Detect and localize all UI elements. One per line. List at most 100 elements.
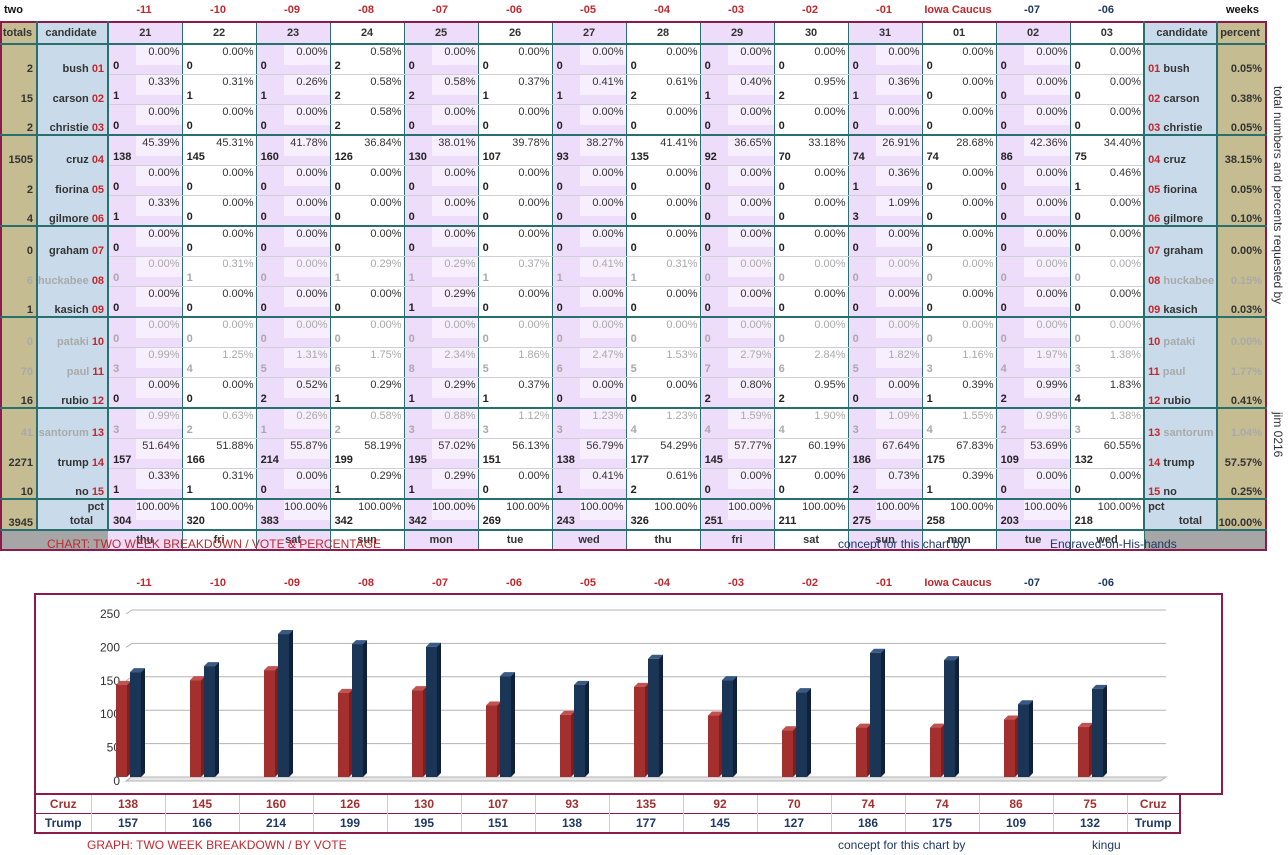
candidate-number: 03 xyxy=(91,122,105,134)
vote-count: 0 xyxy=(778,484,785,496)
totals-row: 3945 pct total 100.00% 304 100.00% 320 100.00% 3… xyxy=(1,498,1267,531)
candidate-name-right: paul xyxy=(1162,365,1186,378)
percent-box xyxy=(135,45,182,65)
vote-percent: 0.00% xyxy=(666,197,698,209)
vote-count: 0 xyxy=(113,60,120,72)
vote-percent: 0.00% xyxy=(148,167,180,179)
vote-count: 0 xyxy=(1000,302,1007,314)
vote-cell: 0.37% 1 xyxy=(478,377,553,409)
vote-cell: 0.00% 0 xyxy=(996,44,1071,75)
candidate-number: 04 xyxy=(91,153,105,166)
vote-count: 0 xyxy=(852,272,859,284)
series-value: 177 xyxy=(608,813,683,833)
percent-box xyxy=(209,257,256,277)
percent-box xyxy=(505,469,552,489)
vote-cell: 0.00% 0 xyxy=(552,44,627,75)
vote-percent: 0.61% xyxy=(666,470,698,482)
percent-box xyxy=(727,409,774,429)
total-percent: 100.00% xyxy=(950,501,994,513)
vote-cell: 0.00% 0 xyxy=(626,286,701,318)
vote-percent: 0.00% xyxy=(962,197,994,209)
vote-cell: 0.00% 0 xyxy=(256,195,331,227)
percent-box xyxy=(209,196,256,216)
vote-cell: 0.00% 0 xyxy=(256,44,331,75)
vote-percent: 0.00% xyxy=(1036,76,1068,88)
percent-box xyxy=(1023,348,1070,368)
vote-cell: 0.80% 2 xyxy=(700,377,775,409)
vote-cell: 0.00% 0 xyxy=(108,286,183,318)
candidate-name: huckabee xyxy=(38,274,89,287)
vote-percent: 0.00% xyxy=(592,228,624,240)
percent-box xyxy=(135,166,182,186)
vote-percent: 0.00% xyxy=(740,106,772,118)
percent-box xyxy=(1097,136,1144,156)
vote-count: 0 xyxy=(630,211,637,223)
trump-bar xyxy=(870,648,885,777)
candidate-number-right: 12 xyxy=(1148,395,1161,407)
vote-count: 0 xyxy=(556,242,563,254)
percent-box xyxy=(431,318,478,338)
candidate-row: 4 gilmore 06 0.33% 1 0.00% 0 0.00% 0 0.00% 0 0.00%… xyxy=(1,195,1267,227)
percent-box xyxy=(801,166,848,186)
side-note-author: jim 0216 xyxy=(1271,411,1285,458)
candidate-number: 05 xyxy=(91,183,105,196)
vote-percent: 0.99% xyxy=(148,410,180,422)
vote-count: 3 xyxy=(482,424,489,436)
vote-percent: 0.31% xyxy=(222,76,254,88)
vote-count: 0 xyxy=(778,333,785,345)
cruz-bar xyxy=(116,680,131,777)
vote-percent: 0.00% xyxy=(592,106,624,118)
vote-count: 1 xyxy=(186,484,193,496)
percent-box xyxy=(727,196,774,216)
trump-bar xyxy=(426,642,441,777)
percent-box xyxy=(727,75,774,95)
date-header: 22 xyxy=(182,22,257,45)
percent-box xyxy=(135,318,182,338)
vote-percent: 0.00% xyxy=(444,319,476,331)
trump-bar xyxy=(278,630,293,777)
vote-percent: 0.39% xyxy=(962,379,994,391)
total-cell: 100.00% 342 xyxy=(404,498,479,531)
series-value: 199 xyxy=(312,813,387,833)
candidate-total: 1 xyxy=(1,286,38,318)
weekday-label: sat xyxy=(256,530,331,550)
vote-count: 0 xyxy=(482,211,489,223)
vote-count: 0 xyxy=(704,333,711,345)
vote-cell: 0.99% 3 xyxy=(108,347,183,378)
vote-count: 0 xyxy=(482,120,489,132)
vote-percent: 0.00% xyxy=(740,167,772,179)
series-value: 175 xyxy=(904,813,979,833)
vote-percent: 0.00% xyxy=(444,228,476,240)
total-percent: 100.00% xyxy=(506,501,550,513)
percent-box xyxy=(727,136,774,156)
vote-cell: 0.00% 0 xyxy=(626,317,701,348)
percent-box xyxy=(135,348,182,368)
candidate-percent: 0.38% xyxy=(1216,74,1267,105)
vote-percent: 0.00% xyxy=(1109,106,1142,118)
vote-percent: 0.99% xyxy=(148,349,180,361)
vote-percent: 1.12% xyxy=(518,410,550,422)
candidate-name-right-cell: 02 carson xyxy=(1143,74,1218,105)
vote-cell: 0.00% 0 xyxy=(626,165,701,196)
percent-box xyxy=(505,348,552,368)
vote-percent: 0.00% xyxy=(1036,470,1068,482)
vote-cell: 34.40% 75 xyxy=(1070,135,1145,166)
candidate-name-cell: fiorina 05 xyxy=(37,165,110,196)
total-cell: 100.00% 383 xyxy=(256,498,331,531)
vote-count: 132 xyxy=(1074,454,1093,466)
weekday-label: tue xyxy=(478,530,553,550)
vote-cell: 0.31% 1 xyxy=(626,256,701,287)
candidate-row: 2 fiorina 05 0.00% 0 0.00% 0 0.00% 0 0.00% 0 0.00%… xyxy=(1,165,1267,196)
vote-cell: 0.00% 0 xyxy=(1070,195,1145,227)
vote-cell: 0.00% 0 xyxy=(700,44,775,75)
graph-offset-label: -07 xyxy=(1024,577,1040,589)
vote-count: 1 xyxy=(1074,181,1081,193)
vote-count: 1 xyxy=(556,484,563,496)
vote-percent: 0.33% xyxy=(148,470,180,482)
vote-cell: 0.00% 0 xyxy=(1070,104,1145,136)
vote-percent: 0.00% xyxy=(296,197,328,209)
vote-percent: 0.40% xyxy=(740,76,772,88)
vote-count: 3 xyxy=(852,211,859,223)
percent-box xyxy=(875,287,922,307)
weekday-label: mon xyxy=(922,530,997,550)
